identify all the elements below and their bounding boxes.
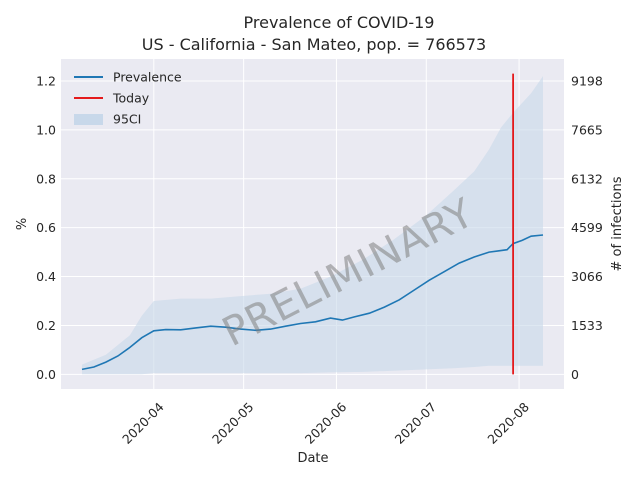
chart-title-line-2: US - California - San Mateo, pop. = 7665… — [142, 35, 486, 54]
x-axis-label: Date — [297, 451, 328, 466]
ci-band-area — [82, 76, 543, 375]
right-tick-label: 1533 — [571, 318, 603, 333]
right-tick-label: 6132 — [571, 171, 603, 186]
y-tick-label: 0.8 — [36, 171, 56, 186]
right-axis-label: # of infections — [610, 176, 625, 271]
right-tick-label: 3066 — [571, 269, 603, 284]
y-tick-label: 1.0 — [36, 122, 56, 137]
y-tick-label: 0.6 — [36, 220, 56, 235]
y-axis-ticks: 0.0 0.2 0.4 0.6 0.8 1.0 1.2 — [36, 74, 56, 382]
y-tick-label: 0.2 — [36, 318, 56, 333]
prevalence-series-line — [81, 234, 544, 371]
y-tick-label: 0.4 — [36, 269, 56, 284]
legend-label: Today — [112, 91, 150, 106]
right-tick-label: 0 — [571, 367, 579, 382]
legend-label: 95CI — [113, 112, 141, 127]
y-axis-label: % — [15, 218, 30, 230]
y-tick-label: 0.0 — [36, 367, 56, 382]
chart-title-line-1: Prevalence of COVID-19 — [244, 13, 435, 32]
y-tick-label: 1.2 — [36, 74, 56, 89]
legend-swatch — [74, 114, 103, 125]
legend-label: Prevalence — [113, 70, 182, 85]
right-tick-label: 7665 — [571, 122, 603, 137]
right-tick-label: 4599 — [571, 220, 603, 235]
right-tick-label: 9198 — [571, 74, 603, 89]
right-axis-ticks: 0 1533 3066 4599 6132 7665 9198 — [571, 74, 603, 382]
legend: Prevalence Today 95CI — [74, 70, 182, 127]
